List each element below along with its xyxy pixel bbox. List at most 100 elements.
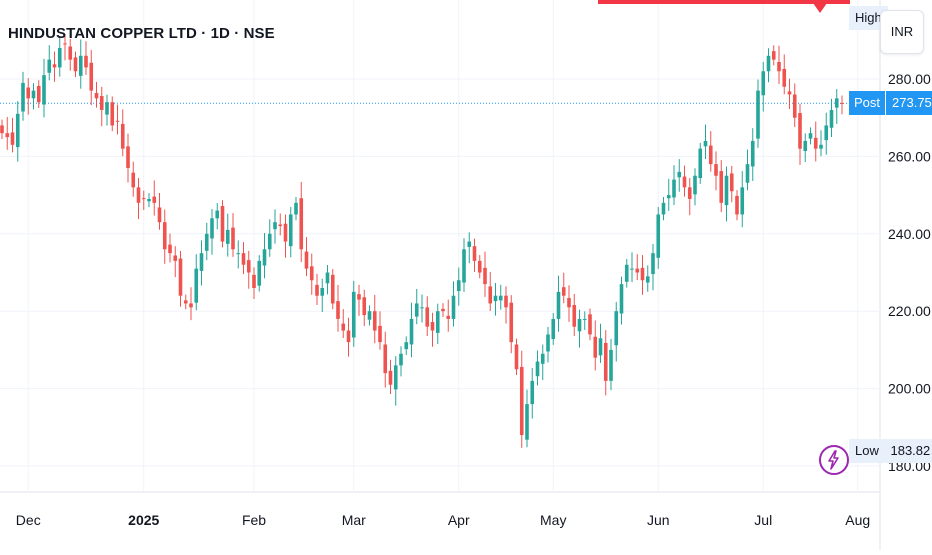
candle xyxy=(462,238,466,292)
candle-body xyxy=(15,113,20,148)
candle-body xyxy=(441,308,445,312)
candle xyxy=(588,308,592,341)
candle-body xyxy=(677,171,682,178)
currency-button[interactable]: INR xyxy=(880,10,924,54)
candle xyxy=(299,181,304,263)
candle-body xyxy=(661,202,666,215)
candle-body xyxy=(598,338,603,356)
candle xyxy=(336,284,340,332)
candle-body xyxy=(157,207,162,223)
alert-marker-icon[interactable] xyxy=(813,3,827,14)
candle xyxy=(309,253,314,295)
candle xyxy=(603,330,608,396)
grid-lines xyxy=(0,0,881,550)
high-label: High xyxy=(855,10,882,25)
candle xyxy=(693,168,697,206)
candle-body xyxy=(10,132,15,145)
candle-body xyxy=(89,62,94,91)
candle xyxy=(367,305,372,326)
candle xyxy=(540,344,545,381)
candle xyxy=(798,103,802,165)
x-tick-label: Aug xyxy=(845,512,870,528)
candle xyxy=(36,80,41,109)
candle-body xyxy=(246,260,251,273)
candle xyxy=(241,242,246,275)
candle-body xyxy=(462,249,466,283)
candle-body xyxy=(840,102,844,104)
candle xyxy=(593,320,598,371)
candle-body xyxy=(409,318,414,345)
candle xyxy=(582,311,587,330)
candle xyxy=(409,302,414,358)
candle-body xyxy=(483,267,487,285)
candle xyxy=(498,284,503,310)
candle-body xyxy=(525,404,529,440)
candle xyxy=(399,346,403,377)
candle xyxy=(771,45,776,66)
candle xyxy=(703,124,708,160)
candle-body xyxy=(624,264,629,282)
candle xyxy=(666,178,671,211)
candle xyxy=(813,121,818,162)
candle-body xyxy=(236,253,241,255)
x-tick-label: Jun xyxy=(647,512,670,528)
candle xyxy=(178,251,183,307)
candle xyxy=(351,280,356,347)
candle-body xyxy=(472,246,477,261)
candle xyxy=(514,338,519,376)
candle-body xyxy=(31,90,36,99)
candle xyxy=(792,83,797,127)
candle-body xyxy=(414,303,419,317)
candle xyxy=(803,133,808,163)
candle xyxy=(162,209,167,264)
candle-body xyxy=(393,365,398,390)
candle xyxy=(735,190,739,221)
candle-body xyxy=(546,334,550,352)
candle-body xyxy=(556,291,561,319)
candle-body xyxy=(782,68,787,87)
lightning-button[interactable] xyxy=(819,445,849,475)
candle-body xyxy=(52,64,57,68)
candle xyxy=(5,116,10,150)
candle xyxy=(393,356,398,406)
candle-body xyxy=(771,51,776,60)
candle xyxy=(152,180,157,216)
post-value: 273.75 xyxy=(886,91,932,115)
candle-body xyxy=(141,198,146,200)
candle-body xyxy=(267,233,272,250)
candle-body xyxy=(719,171,724,203)
candle xyxy=(509,295,514,354)
candle-body xyxy=(593,336,598,358)
candle xyxy=(42,58,46,118)
alert-bar xyxy=(598,0,850,4)
candle xyxy=(609,338,613,391)
candle xyxy=(288,206,293,258)
candle-body xyxy=(215,210,220,219)
candle xyxy=(619,276,624,325)
candle-body xyxy=(225,229,230,244)
candle-body xyxy=(787,91,792,95)
candle xyxy=(546,326,550,363)
candle xyxy=(257,255,262,292)
candle xyxy=(435,303,440,344)
candle xyxy=(808,127,813,145)
candle-body xyxy=(498,295,503,301)
candle xyxy=(698,142,703,184)
candle xyxy=(346,317,351,357)
candle xyxy=(729,165,734,203)
candle xyxy=(640,255,645,295)
candle-body xyxy=(682,176,687,188)
candle-body xyxy=(320,287,325,296)
candle-body xyxy=(630,268,634,270)
x-axis[interactable]: Dec 2025 Feb Mar Apr May Jun Jul Aug xyxy=(16,512,870,528)
candle xyxy=(294,197,298,221)
candle-body xyxy=(640,267,645,281)
candle-body xyxy=(362,297,367,316)
candle xyxy=(304,237,309,277)
candle-body xyxy=(299,198,304,250)
y-tick-label: 200.00 xyxy=(888,381,931,397)
candle-body xyxy=(399,353,403,366)
